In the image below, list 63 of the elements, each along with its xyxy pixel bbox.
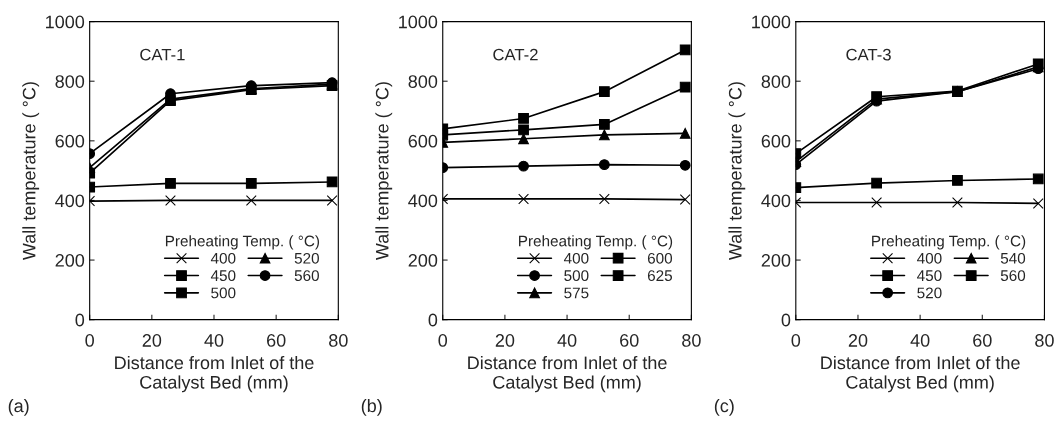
x-tick-label: 20: [848, 334, 868, 347]
y-tick-label: 600: [408, 134, 438, 148]
x-tick-label: 0: [438, 334, 448, 347]
annotation: CAT-2: [493, 48, 538, 61]
legend-label: 450: [917, 270, 942, 282]
legend-label: 575: [564, 287, 589, 299]
legend-title: Preheating Temp. ( °C): [519, 235, 673, 250]
annotation: CAT-1: [140, 48, 185, 61]
x-tick-label: 40: [557, 334, 577, 347]
x-axis-title: Distance from Inlet of the Catalyst Bed (mm): [821, 355, 1020, 393]
y-tick-label: 0: [428, 313, 438, 327]
y-tick-label: 1000: [399, 15, 438, 29]
x-tick-label: 80: [682, 334, 701, 347]
legend-label: 400: [210, 252, 236, 264]
legend-label: 400: [563, 252, 589, 264]
x-axis-title: Distance from Inlet of the Catalyst Bed (mm): [468, 355, 667, 393]
legend-label: 520: [294, 252, 319, 264]
y-tick-label: 200: [55, 254, 85, 267]
x-axis-title: Distance from Inlet of the Catalyst Bed (mm): [115, 355, 314, 393]
legend-label: 625: [647, 270, 673, 282]
y-tick-label: 600: [55, 134, 85, 148]
x-tick-label: 80: [329, 334, 348, 347]
y-tick-label: 1000: [752, 15, 791, 29]
text: (b): [361, 399, 382, 416]
x-tick-label: 60: [620, 334, 639, 347]
legend-label: 400: [917, 252, 942, 264]
x-tick-label: 0: [791, 334, 801, 347]
legend-label: 450: [210, 270, 236, 282]
y-tick-label: 800: [408, 75, 438, 88]
y-tick-label: 400: [761, 194, 791, 208]
y-axis-title: Wall temperature ( °C): [22, 82, 40, 261]
y-tick-label: 600: [761, 134, 791, 148]
legend-title: Preheating Temp. ( °C): [165, 235, 320, 250]
y-tick-label: 800: [55, 75, 85, 88]
y-tick-label: 0: [781, 313, 791, 327]
y-axis-title: Wall temperature ( °C): [728, 82, 746, 261]
y-axis-title: Wall temperature ( °C): [375, 82, 393, 261]
x-tick-label: 80: [1035, 334, 1054, 347]
legend-label: 540: [1000, 252, 1026, 264]
y-tick-label: 200: [408, 254, 438, 267]
x-tick-label: 60: [973, 334, 992, 347]
x-tick-label: 0: [85, 334, 94, 347]
legend-label: 520: [917, 287, 942, 299]
text: (a): [8, 399, 29, 416]
y-tick-label: 0: [75, 313, 85, 327]
annotation: CAT-3: [846, 48, 891, 61]
legend-label: 600: [647, 252, 673, 264]
x-tick-label: 60: [267, 334, 286, 347]
legend-label: 500: [564, 270, 589, 282]
legend-label: 560: [294, 270, 319, 282]
y-tick-label: 200: [761, 254, 791, 267]
x-tick-label: 40: [204, 334, 224, 347]
legend-label: 500: [211, 287, 236, 299]
y-tick-label: 1000: [46, 15, 85, 29]
y-tick-label: 400: [408, 194, 438, 208]
y-tick-label: 400: [55, 194, 85, 208]
x-tick-label: 40: [910, 334, 930, 347]
x-tick-label: 20: [142, 334, 162, 347]
x-tick-label: 20: [495, 334, 515, 347]
legend-title: Preheating Temp. ( °C): [872, 235, 1026, 250]
legend-label: 560: [1000, 270, 1026, 282]
text: (c): [714, 399, 734, 416]
y-tick-label: 800: [761, 75, 791, 88]
